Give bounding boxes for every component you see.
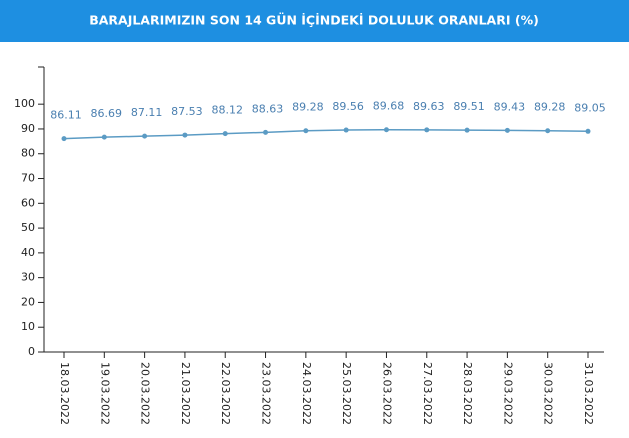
x-tick-label: 24.03.2022 (300, 362, 313, 425)
data-point (222, 131, 228, 137)
chart-title: BARAJLARIMIZIN SON 14 GÜN İÇİNDEKİ DOLUL… (89, 13, 539, 28)
y-tick-label: 10 (21, 320, 35, 333)
x-tick-label: 31.03.2022 (582, 362, 595, 425)
data-point (61, 136, 67, 142)
data-point (182, 132, 188, 138)
y-tick-label: 60 (21, 196, 35, 209)
y-tick-label: 80 (21, 147, 35, 160)
data-label: 87.53 (171, 105, 203, 118)
x-tick-label: 25.03.2022 (340, 362, 353, 425)
y-tick-label: 70 (21, 172, 35, 185)
x-tick-label: 27.03.2022 (421, 362, 434, 425)
data-label: 89.56 (332, 100, 364, 113)
x-tick-label: 28.03.2022 (461, 362, 474, 425)
y-tick-label: 0 (28, 345, 35, 358)
data-label: 86.69 (91, 107, 123, 120)
data-label: 89.51 (453, 100, 485, 113)
data-label: 89.28 (292, 101, 324, 114)
data-point (142, 133, 148, 139)
x-tick-label: 22.03.2022 (219, 362, 232, 425)
x-tick-label: 21.03.2022 (179, 362, 192, 425)
data-point (504, 127, 510, 133)
data-point (585, 128, 591, 134)
y-tick-label: 20 (21, 295, 35, 308)
data-label: 87.11 (131, 106, 163, 119)
data-point (101, 134, 107, 140)
y-tick-label: 30 (21, 271, 35, 284)
y-tick-label: 100 (14, 97, 35, 110)
y-tick-label: 40 (21, 246, 35, 259)
data-point (424, 127, 430, 133)
data-label: 89.68 (373, 100, 405, 113)
data-point (263, 129, 269, 135)
data-label: 88.12 (211, 104, 243, 117)
header-bar (0, 0, 629, 42)
data-label: 89.63 (413, 100, 445, 113)
x-tick-label: 19.03.2022 (98, 362, 111, 425)
data-point (545, 128, 551, 134)
data-label: 89.28 (534, 101, 566, 114)
x-tick-label: 20.03.2022 (139, 362, 152, 425)
x-tick-label: 23.03.2022 (260, 362, 273, 425)
data-label: 89.43 (494, 100, 526, 113)
data-point (464, 127, 470, 133)
data-line (63, 128, 589, 140)
y-tick-label: 50 (21, 221, 35, 234)
data-point (303, 128, 309, 134)
data-point (343, 127, 349, 133)
data-point (383, 127, 389, 133)
x-tick-label: 29.03.2022 (501, 362, 514, 425)
x-tick-label: 30.03.2022 (542, 362, 555, 425)
x-tick-label: 26.03.2022 (380, 362, 393, 425)
y-tick-label: 90 (21, 122, 35, 135)
data-label: 89.05 (574, 101, 606, 114)
data-label: 88.63 (252, 102, 284, 115)
data-label: 86.11 (50, 109, 82, 122)
x-tick-label: 18.03.2022 (58, 362, 71, 425)
